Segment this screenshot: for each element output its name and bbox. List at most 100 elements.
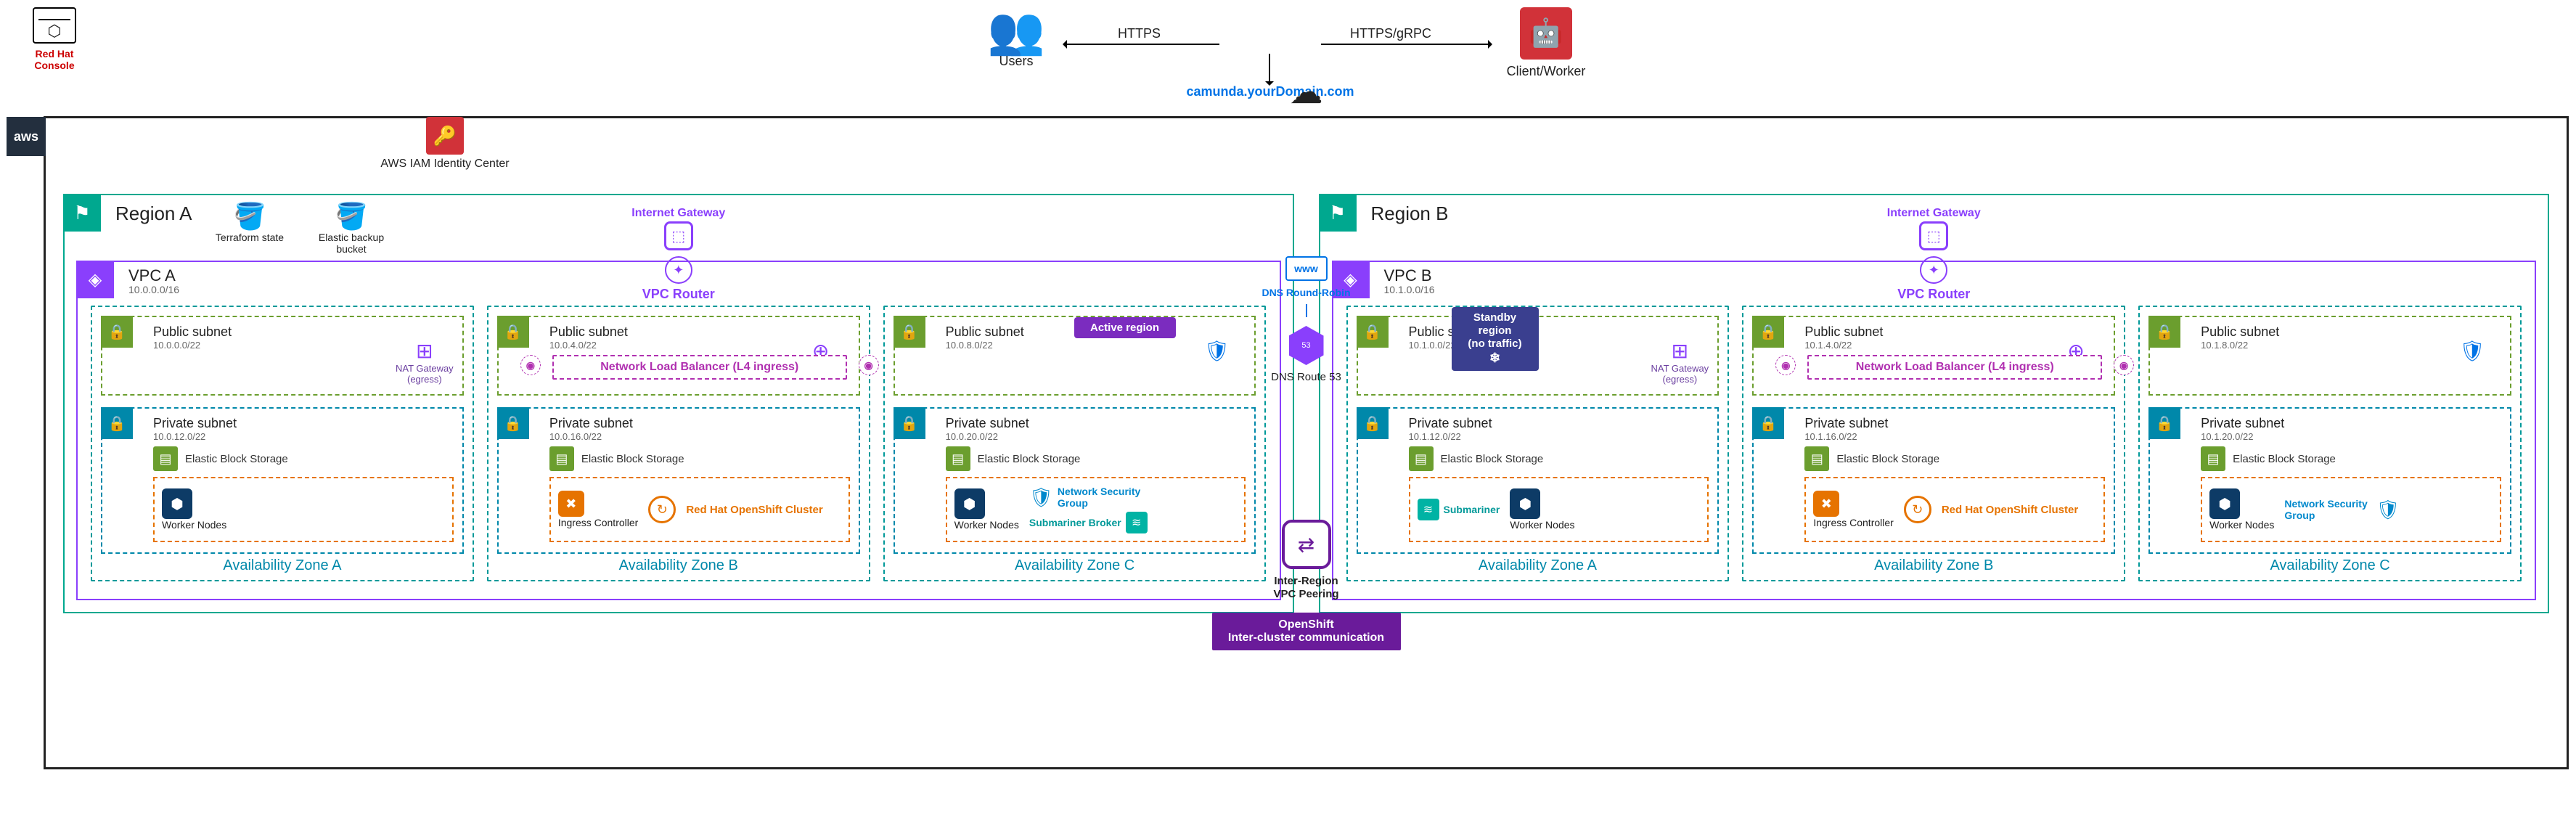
ebs: ▤Elastic Block Storage [153,446,454,471]
nsg-label: Network Security Group [2284,498,2371,521]
private-subnet-label: Private subnet [1409,416,1709,431]
cluster-strip: ⬢Worker Nodes 🛡Network Security Group Su… [946,477,1246,542]
aws-cloud-container: aws ☁︎ 🔑 AWS IAM Identity Center Active … [44,116,2569,769]
region-b: ⚑ Region B Internet Gateway ⬚ ◈ VPC B 10… [1319,194,2550,613]
subnet-cidr: 10.0.20.0/22 [946,431,1246,442]
subnet-cidr: 10.0.12.0/22 [153,431,454,442]
cluster-strip: ⬢Worker Nodes [153,477,454,542]
public-subnet: 🔒 Public subnet 10.0.4.0/22 ⊕ ◉ Network … [497,316,860,396]
private-subnet-label: Private subnet [1804,416,2105,431]
subnet-cidr: 10.1.12.0/22 [1409,431,1709,442]
nsg-icon: 🛡 [1029,486,1053,509]
nat-gateway: ⊞ NAT Gateway (egress) [1651,339,1709,385]
worker-label: Worker Nodes [162,519,226,531]
az-label: Availability Zone A [1348,557,1728,574]
vpc-b-router: ✦ VPC Router [1897,256,1970,302]
private-subnet: 🔒 Private subnet 10.1.16.0/22 ▤Elastic B… [1752,407,2115,554]
worker-icon: ⬢ [954,488,985,519]
vpc-a-zones: 🔒 Public subnet 10.0.0.0/22 ⊞ NAT Gatewa… [91,306,1267,581]
nat-icon: ⊞ [1651,339,1709,363]
client-label: Client/Worker [1495,64,1597,79]
flag-icon: ⚑ [63,194,101,232]
cluster-strip: ✖Ingress Controller ↻ Red Hat OpenShift … [549,477,850,542]
https-label: HTTPS [1118,26,1161,41]
region-a: ⚑ Region A 🪣 Terraform state 🪣 Elastic b… [63,194,1294,613]
nsg-submariner: 🛡Network Security Group Submariner Broke… [1029,486,1148,533]
vpc-b-cidr: 10.1.0.0/16 [1384,284,1435,295]
users-icon: 👥 [958,7,1074,54]
users-group: 👥 Users [958,7,1074,69]
domain-label: camunda.yourDomain.com [1161,84,1379,99]
nlb-endcap-icon: ◉ [859,355,879,375]
az-label: Availability Zone C [2140,557,2520,574]
subnet-cidr: 10.0.16.0/22 [549,431,850,442]
region-b-az-b: 🔒 Public subnet 10.1.4.0/22 ⊕ ◉ Network … [1742,306,2125,581]
worker-icon: ⬢ [162,488,192,519]
worker-icon: ⬢ [1510,488,1540,519]
region-a-az-c: 🔒 Public subnet 10.0.8.0/22 🛡 🔒 Private … [883,306,1267,581]
nsg: Network Security Group🛡 [2284,498,2400,521]
region-b-title: Region B [1371,203,1449,225]
router-icon: ✦ [1920,256,1947,284]
submariner-left: ≋Submariner [1418,499,1500,520]
lock-icon: 🔒 [894,316,925,348]
region-a-buckets: 🪣 Terraform state 🪣 Elastic backup bucke… [210,201,391,255]
cloud-lb-icon: ☁︎ [1290,75,1323,108]
top-external-row: Red Hat Console 👥 Users HTTPS HTTPS/gRPC… [0,0,2576,116]
shield-ic: 🛡 [1187,339,1246,363]
region-a-title: Region A [115,203,192,225]
ebs-label: Elastic Block Storage [185,453,288,465]
openshift-icon: ↻ [648,496,676,523]
lock-icon: 🔒 [2148,316,2180,348]
nsg-icon: 🛡 [2376,499,2400,521]
lock-icon: 🔒 [1752,316,1784,348]
ebs-icon: ▤ [1409,446,1434,471]
elastic-backup-bucket: 🪣 Elastic backup bucket [311,201,391,255]
bucket-icon: 🪣 [210,201,290,232]
vpc-icon: ◈ [76,261,114,298]
router-icon: ✦ [665,256,692,284]
az-label: Availability Zone C [885,557,1265,574]
az-label: Availability Zone B [488,557,869,574]
openshift-intercluster-badge: OpenShift Inter-cluster communication [1212,613,1401,650]
vpc-a: Internet Gateway ⬚ ◈ VPC A 10.0.0.0/16 ✦… [76,261,1281,600]
openshift-icon: ↻ [1904,496,1931,523]
arrow-client-to-domain [1321,44,1488,45]
nlb-label: Network Load Balancer (L4 ingress) [1856,361,2054,373]
public-subnet: 🔒 Public subnet 10.0.0.0/22 ⊞ NAT Gatewa… [101,316,464,396]
ebs: ▤Elastic Block Storage [2201,446,2501,471]
client-worker: 🤖 Client/Worker [1495,7,1597,79]
nat-label: NAT Gateway (egress) [1651,363,1709,385]
ebs-label: Elastic Block Storage [1441,453,1544,465]
ingress-controller: ✖Ingress Controller [1813,491,1894,528]
standby-l1: Standby region [1473,311,1516,337]
worker-nodes: ⬢Worker Nodes [1510,488,1574,531]
ebs-label: Elastic Block Storage [978,453,1081,465]
region-b-net-head: Internet Gateway ⬚ [1854,207,2013,250]
private-subnet-label: Private subnet [2201,416,2501,431]
private-subnet: 🔒 Private subnet 10.0.16.0/22 ▤Elastic B… [497,407,860,554]
openshift-label: Red Hat OpenShift Cluster [1942,504,2078,516]
worker-label: Worker Nodes [954,519,1019,531]
public-subnet-label: Public subnet [549,324,850,340]
openshift-label: Red Hat OpenShift Cluster [686,504,822,516]
arrow-users-to-domain [1067,44,1219,45]
redhat-console-label: Red Hat Console [15,48,94,71]
nsg-label: Network Security Group [1058,486,1145,509]
worker-nodes: ⬢Worker Nodes [162,488,226,531]
az-label: Availability Zone B [1743,557,2124,574]
private-subnet: 🔒 Private subnet 10.0.12.0/22 ▤Elastic B… [101,407,464,554]
cluster-strip: ⬢Worker Nodes Network Security Group🛡 [2201,477,2501,542]
submariner-icon: ≋ [1418,499,1439,520]
www-icon: www [1285,256,1328,281]
lock-icon: 🔒 [1357,316,1389,348]
aws-iam-identity-center: 🔑 AWS IAM Identity Center [380,117,510,171]
lock-icon: 🔒 [1752,407,1784,439]
tf-bucket-label: Terraform state [210,232,290,243]
active-region-badge: Active region [1074,317,1176,338]
users-label: Users [958,54,1074,69]
region-a-net-head: Internet Gateway ⬚ [599,207,759,250]
shield-icon: 🛡 [2443,339,2501,363]
public-subnet-label: Public subnet [1804,324,2105,340]
region-b-az-c: 🔒 Public subnet 10.1.8.0/22 🛡 🔒 Private … [2138,306,2522,581]
